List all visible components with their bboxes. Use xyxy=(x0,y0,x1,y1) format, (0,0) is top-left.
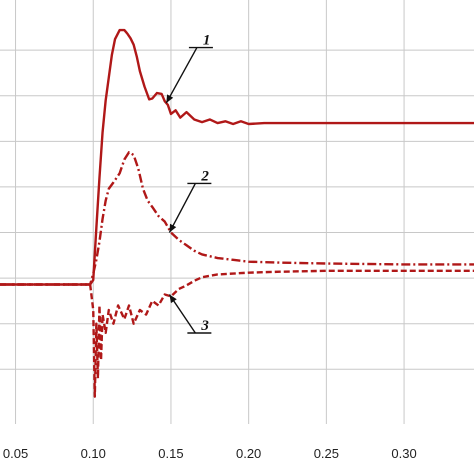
annotation-1-arrowhead xyxy=(166,94,174,104)
x-tick-label-3: 0.20 xyxy=(236,446,261,461)
annotation-2-arrowhead xyxy=(169,223,177,233)
annotation-3-arrowhead xyxy=(169,294,177,304)
x-tick-label-0: 0.05 xyxy=(3,446,28,461)
x-tick-label-1: 0.10 xyxy=(81,446,106,461)
series-lines xyxy=(0,28,474,398)
annotation-1-label: 1 xyxy=(203,33,211,49)
x-tick-label-5: 0.30 xyxy=(391,446,416,461)
annotation-2-leader xyxy=(168,183,196,233)
annotation-3-label: 3 xyxy=(200,318,209,334)
horizontal-gridlines xyxy=(0,49,474,370)
annotation-2-label: 2 xyxy=(200,168,209,184)
x-tick-label-4: 0.25 xyxy=(314,446,339,461)
x-tick-label-2: 0.15 xyxy=(158,446,183,461)
curve-annotations: 1 2 3 xyxy=(165,33,213,334)
vertical-gridlines xyxy=(15,0,405,424)
series-2-line xyxy=(0,151,474,286)
x-tick-labels: 0.05 0.10 0.15 0.20 0.25 0.30 xyxy=(3,446,417,461)
annotation-1-leader xyxy=(165,47,198,104)
series-1-line xyxy=(0,28,474,286)
series-3-line xyxy=(0,269,474,398)
